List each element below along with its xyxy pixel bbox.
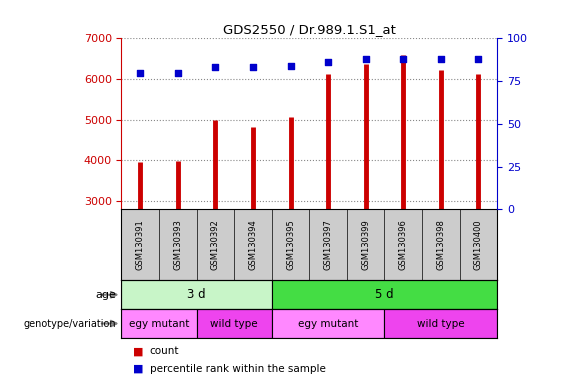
Bar <box>272 280 497 309</box>
Text: age: age <box>95 290 116 300</box>
Bar <box>197 309 272 338</box>
Text: ■: ■ <box>133 346 144 356</box>
Point <box>399 56 408 62</box>
Text: GSM130398: GSM130398 <box>436 219 445 270</box>
Point <box>249 65 258 71</box>
Text: GSM130397: GSM130397 <box>324 219 333 270</box>
Text: GSM130391: GSM130391 <box>136 219 145 270</box>
Text: GSM130392: GSM130392 <box>211 219 220 270</box>
Point <box>136 70 145 76</box>
Text: genotype/variation: genotype/variation <box>23 318 116 329</box>
Point <box>173 70 182 76</box>
Text: GSM130400: GSM130400 <box>474 220 483 270</box>
Point <box>211 65 220 71</box>
Text: egy mutant: egy mutant <box>129 318 189 329</box>
Text: 3 d: 3 d <box>188 288 206 301</box>
Point <box>436 56 445 62</box>
Text: ■: ■ <box>133 364 144 374</box>
Point <box>324 59 333 65</box>
Title: GDS2550 / Dr.989.1.S1_at: GDS2550 / Dr.989.1.S1_at <box>223 23 396 36</box>
Text: GSM130394: GSM130394 <box>249 219 258 270</box>
Text: GSM130399: GSM130399 <box>361 219 370 270</box>
Bar <box>384 309 497 338</box>
Point <box>361 56 370 62</box>
Text: wild type: wild type <box>210 318 258 329</box>
Text: wild type: wild type <box>417 318 464 329</box>
Text: GSM130396: GSM130396 <box>399 219 408 270</box>
Bar <box>121 309 197 338</box>
Text: GSM130393: GSM130393 <box>173 219 182 270</box>
Point <box>286 63 295 69</box>
Point <box>474 56 483 62</box>
Bar <box>121 280 272 309</box>
Text: GSM130395: GSM130395 <box>286 219 295 270</box>
Text: percentile rank within the sample: percentile rank within the sample <box>150 364 325 374</box>
Text: 5 d: 5 d <box>375 288 394 301</box>
Text: egy mutant: egy mutant <box>298 318 358 329</box>
Bar <box>272 309 384 338</box>
Text: count: count <box>150 346 179 356</box>
